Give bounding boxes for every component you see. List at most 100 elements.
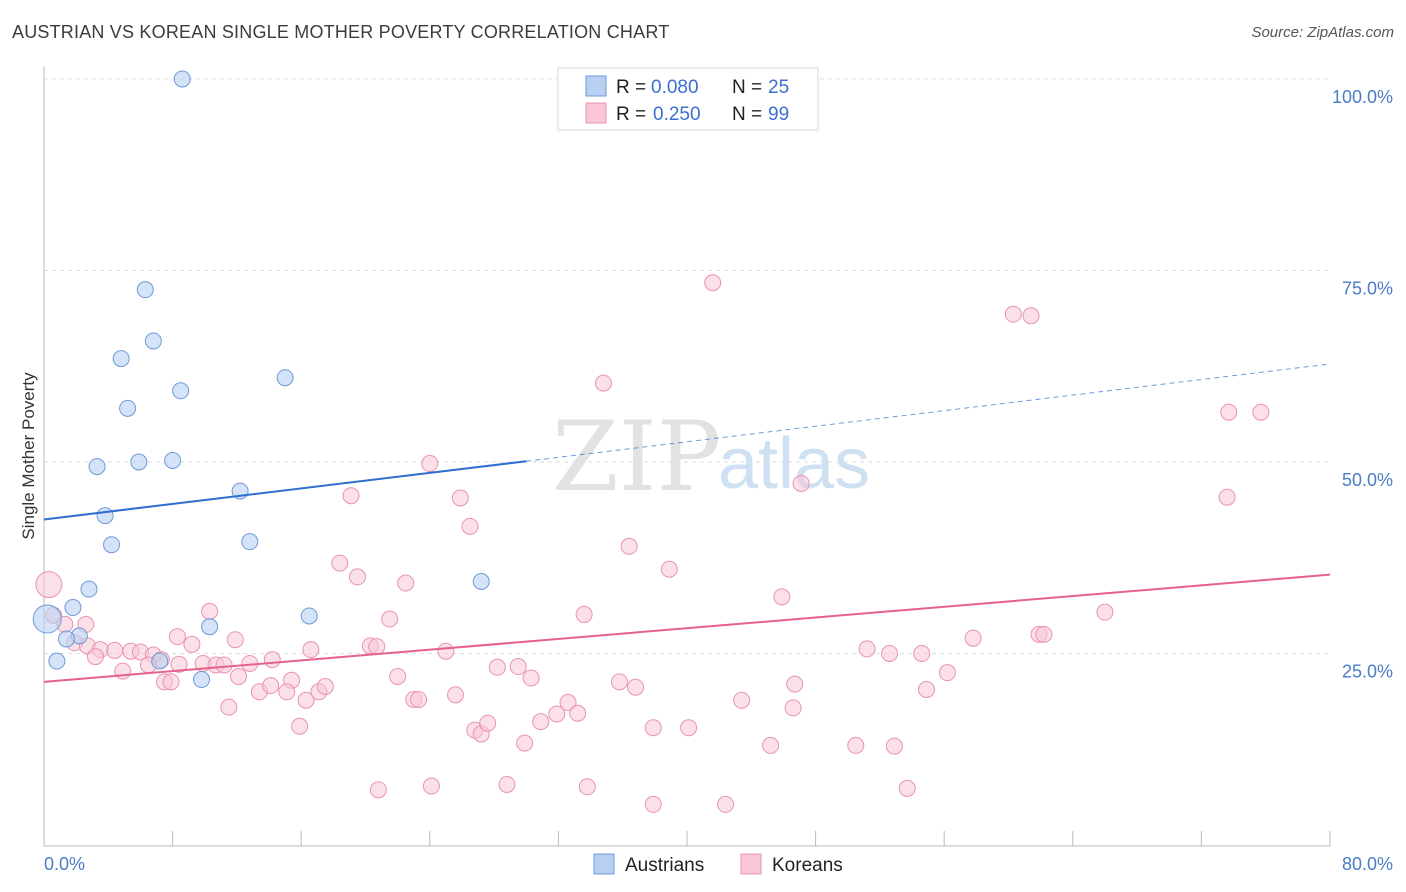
korean-point: [226, 631, 244, 649]
austrian-point: [32, 604, 62, 634]
korean-point: [348, 568, 366, 586]
korean-point: [1035, 625, 1053, 643]
korean-point: [421, 455, 439, 473]
legend-bottom-label-austrians: Austrians: [625, 855, 704, 876]
korean-point: [610, 673, 628, 691]
korean-point: [847, 736, 865, 754]
korean-point: [461, 517, 479, 535]
korean-point: [201, 602, 219, 620]
korean-point: [559, 694, 577, 712]
korean-point: [660, 560, 678, 578]
koreans-series: [35, 274, 1270, 813]
austrian-point: [130, 453, 148, 471]
austrian-point: [80, 580, 98, 598]
korean-point: [548, 705, 566, 723]
korean-point: [786, 675, 804, 693]
austrian-point: [173, 70, 191, 88]
korean-point: [627, 678, 645, 696]
korean-point: [86, 648, 104, 666]
austrian-point: [193, 671, 211, 689]
y-tick-labels: 25.0% 50.0% 75.0% 100.0%: [1332, 87, 1393, 682]
korean-point: [368, 638, 386, 656]
korean-point: [422, 777, 440, 795]
austrian-point: [64, 599, 82, 617]
korean-point: [717, 795, 735, 813]
korean-point: [168, 628, 186, 646]
austrian-point: [96, 507, 114, 525]
y-tick-label: 75.0%: [1342, 279, 1393, 299]
korean-point: [263, 651, 281, 669]
legend-series: Austrians Koreans: [593, 853, 843, 876]
legend-bottom-swatch-koreans: [740, 853, 762, 875]
y-tick-label: 50.0%: [1342, 470, 1393, 490]
korean-point: [575, 605, 593, 623]
korean-point: [397, 574, 415, 592]
korean-point: [451, 489, 469, 507]
legend-r-label-austrians: R =: [616, 77, 646, 98]
austrian-point: [112, 350, 130, 368]
korean-point: [479, 714, 497, 732]
korean-point: [1218, 488, 1236, 506]
korean-point: [1252, 403, 1270, 421]
korean-point: [644, 795, 662, 813]
korean-point: [35, 571, 63, 599]
trendlines: [43, 363, 1331, 683]
legend-swatch-austrians: [585, 75, 607, 97]
austrian-point: [88, 458, 106, 476]
legend-correlation: R = 0.080 N = 25 R = 0.250 N = 99: [557, 67, 819, 131]
korean-point: [316, 677, 334, 695]
korean-point: [918, 681, 936, 699]
y-tick-label: 100.0%: [1332, 87, 1393, 107]
korean-point: [792, 474, 810, 492]
legend-n-value-koreans: 99: [768, 104, 789, 125]
austrian-point: [164, 451, 182, 469]
korean-point: [1022, 307, 1040, 325]
korean-point: [569, 704, 587, 722]
austrian-point: [276, 369, 294, 387]
korean-point: [297, 691, 315, 709]
korean-point: [733, 691, 751, 709]
korean-point: [680, 719, 698, 737]
austrians-series: [32, 70, 490, 689]
legend-n-label-austrians: N =: [732, 77, 762, 98]
korean-point: [183, 635, 201, 653]
korean-point: [964, 629, 982, 647]
legend-r-value-koreans: 0.250: [653, 104, 701, 125]
korean-point: [220, 698, 238, 716]
korean-point: [704, 274, 722, 292]
korean-point: [1096, 603, 1114, 621]
gridlines: [44, 78, 1330, 654]
austrian-point: [136, 281, 154, 299]
legend-n-value-austrians: 25: [768, 77, 789, 98]
y-tick-label: 25.0%: [1342, 662, 1393, 682]
korean-point: [1220, 403, 1238, 421]
korean-point: [369, 781, 387, 799]
korean-point: [898, 779, 916, 797]
austrian-point: [201, 618, 219, 636]
korean-point: [410, 690, 428, 708]
korean-point: [762, 736, 780, 754]
korean-point: [262, 677, 280, 695]
korean-point: [230, 667, 248, 685]
korean-point: [858, 640, 876, 658]
korean-point: [522, 669, 540, 687]
korean-point: [594, 374, 612, 392]
legend-n-label-koreans: N =: [732, 104, 762, 125]
austrian-point: [241, 533, 259, 551]
y-axis-label: Single Mother Poverty: [19, 372, 38, 540]
watermark-atlas: atlas: [718, 424, 870, 504]
legend-bottom-swatch-austrians: [593, 853, 615, 875]
korean-point: [302, 641, 320, 659]
austrian-point: [103, 536, 121, 554]
korean-point: [885, 737, 903, 755]
axes: [43, 66, 1331, 847]
austrians-trendline: [43, 460, 527, 521]
legend-bottom-label-koreans: Koreans: [772, 855, 843, 876]
korean-point: [278, 683, 296, 701]
korean-point: [913, 645, 931, 662]
koreans-trendline: [43, 573, 1331, 683]
korean-point: [342, 487, 360, 505]
austrian-point: [144, 332, 162, 350]
legend-r-value-austrians: 0.080: [651, 77, 699, 98]
